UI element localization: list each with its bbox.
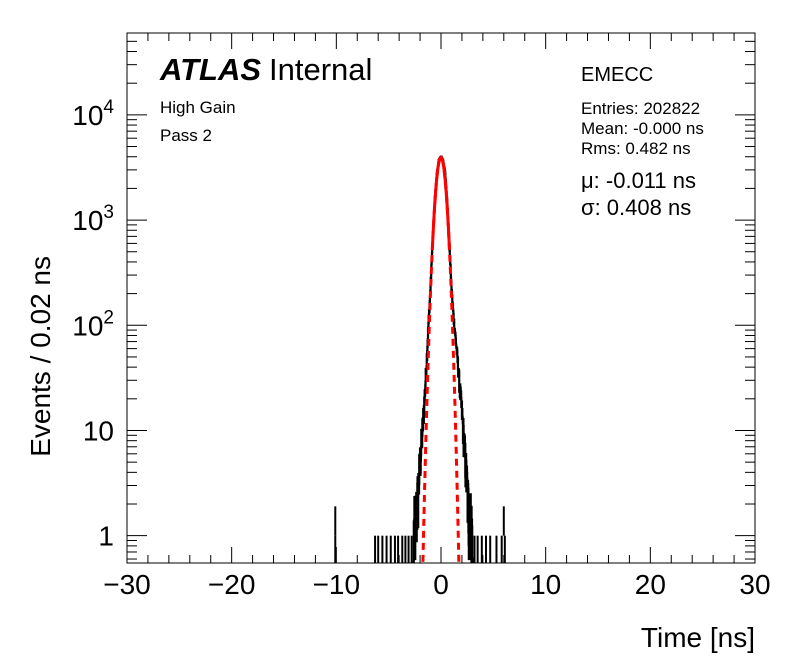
axis-ticks — [126, 32, 756, 563]
stats-entries: Entries: 202822 — [581, 99, 700, 118]
fit-sigma: σ: 0.408 ns — [581, 195, 691, 220]
fit-curve-dashed — [421, 155, 461, 562]
y-axis-label: Events / 0.02 ns — [25, 256, 56, 457]
y-tick-labels: 1 10 102 103 104 — [72, 97, 114, 552]
x-tick-labels: −30 −20 −10 0 10 20 30 — [103, 569, 770, 600]
gain-label: High Gain — [160, 98, 236, 117]
atlas-label-bold: ATLAS — [159, 52, 261, 87]
stats-mean: Mean: -0.000 ns — [581, 119, 704, 138]
fit-curve-solid — [430, 155, 451, 249]
x-tick-label: −20 — [208, 569, 256, 600]
x-tick-label: 10 — [530, 569, 561, 600]
region-label: EMECC — [581, 64, 653, 86]
y-tick-label: 104 — [72, 97, 114, 131]
fit-mu: μ: -0.011 ns — [581, 168, 696, 193]
histogram-series — [334, 155, 506, 563]
x-tick-label: 30 — [739, 569, 770, 600]
y-tick-label: 103 — [72, 202, 114, 236]
y-tick-label: 102 — [72, 307, 114, 341]
pass-label: Pass 2 — [160, 126, 212, 145]
y-tick-label: 1 — [98, 521, 114, 552]
x-tick-label: −10 — [313, 569, 361, 600]
x-tick-label: 20 — [635, 569, 666, 600]
x-tick-label: 0 — [433, 569, 449, 600]
atlas-label: ATLAS Internal — [159, 52, 372, 87]
internal-label: Internal — [269, 52, 372, 87]
x-tick-label: −30 — [103, 569, 151, 600]
histogram-core — [412, 155, 474, 563]
y-tick-label: 10 — [83, 415, 114, 446]
x-axis-label: Time [ns] — [641, 622, 755, 653]
stats-rms: Rms: 0.482 ns — [581, 139, 691, 158]
